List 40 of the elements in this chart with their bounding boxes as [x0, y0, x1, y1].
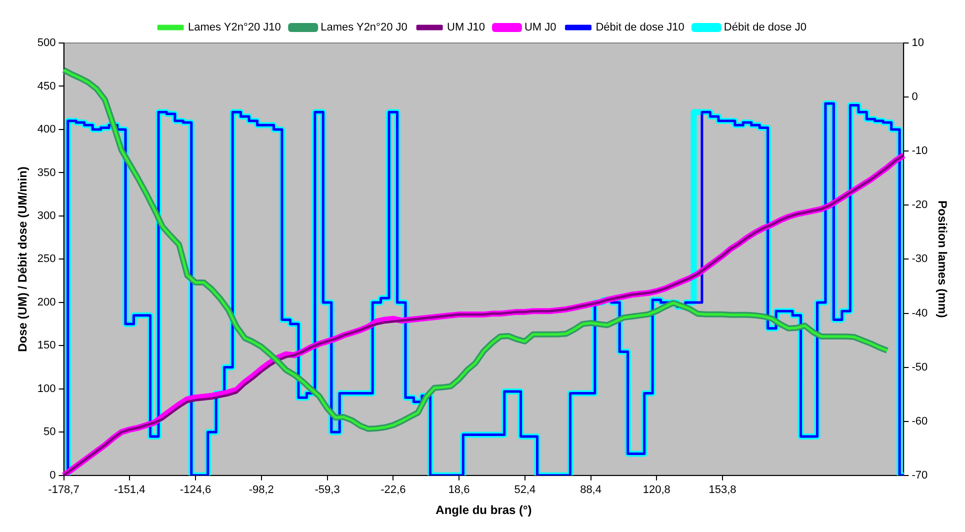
x-tick-label: -22,6: [380, 484, 406, 496]
legend-label: Lames Y2n°20 J10: [188, 22, 281, 34]
x-tick-label: -59,3: [314, 484, 340, 496]
legend-label: UM J0: [524, 22, 556, 34]
y2-tick-label: -30: [912, 253, 928, 266]
x-tick-label: 18,6: [448, 484, 470, 496]
x-tick-label: 153,8: [708, 484, 736, 496]
x-tick-label: -178,7: [48, 484, 80, 496]
y-tick-label: 150: [37, 340, 56, 352]
y-tick-label: 500: [37, 37, 56, 50]
y-tick-label: 0: [50, 469, 56, 482]
y2-tick-label: 10: [912, 37, 924, 50]
x-tick-label: -151,4: [114, 484, 146, 496]
y2-tick-label: -60: [912, 415, 928, 428]
legend-label: UM J10: [447, 22, 485, 34]
y-tick-label: 100: [37, 382, 56, 395]
x-tick-label: 52,4: [514, 484, 536, 496]
x-tick-label: -124,6: [180, 484, 212, 496]
y2-tick-label: -40: [912, 307, 928, 320]
y-tick-label: 300: [37, 210, 56, 222]
y2-tick-label: -50: [912, 361, 928, 374]
y-tick-label: 250: [37, 253, 56, 266]
y-tick-label: 350: [37, 166, 56, 179]
y-tick-label: 450: [37, 80, 56, 92]
x-tick-label: -98,2: [248, 484, 274, 496]
legend-label: Lames Y2n°20 J0: [320, 22, 408, 34]
y-tick-label: 400: [37, 124, 56, 136]
y-tick-label: 200: [37, 296, 56, 308]
legend-label: Débit de dose J0: [724, 22, 806, 34]
y2-tick-label: -10: [912, 145, 928, 158]
y2-tick-label: -70: [912, 469, 928, 482]
y2-tick-label: 0: [912, 91, 918, 104]
y-tick-label: 50: [44, 426, 56, 438]
x-tick-label: 88,4: [580, 484, 602, 496]
x-axis-title: Angle du bras (°): [436, 503, 532, 518]
y-axis-title: Dose (UM) / Débit dose (UM/min): [16, 166, 30, 352]
y2-tick-label: -20: [912, 199, 928, 212]
legend-label: Débit de dose J10: [596, 22, 684, 34]
y2-axis-title: Position lames (mm): [935, 200, 950, 318]
x-tick-label: 120,8: [642, 484, 670, 496]
